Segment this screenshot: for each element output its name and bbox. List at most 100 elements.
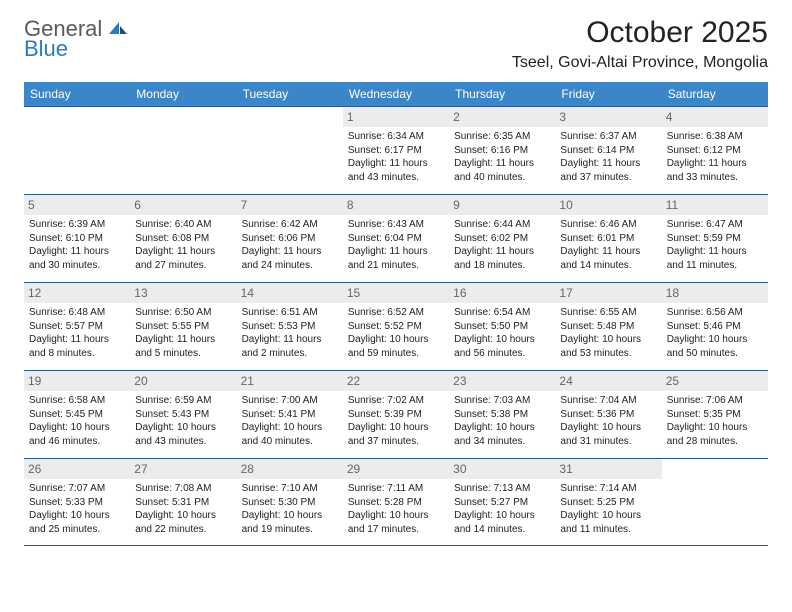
daylight-text: Daylight: 10 hours — [242, 421, 338, 435]
day-cell: 21Sunrise: 7:00 AMSunset: 5:41 PMDayligh… — [237, 370, 343, 458]
daylight-text: and 14 minutes. — [454, 523, 550, 537]
daylight-text: Daylight: 10 hours — [560, 509, 656, 523]
daylight-text: and 33 minutes. — [667, 171, 763, 185]
sunrise-text: Sunrise: 6:50 AM — [135, 306, 231, 320]
empty-cell — [662, 458, 768, 546]
empty-cell — [24, 106, 130, 194]
daylight-text: Daylight: 10 hours — [454, 421, 550, 435]
day-cell: 15Sunrise: 6:52 AMSunset: 5:52 PMDayligh… — [343, 282, 449, 370]
sunrise-text: Sunrise: 7:10 AM — [242, 482, 338, 496]
sunset-text: Sunset: 5:59 PM — [667, 232, 763, 246]
logo: General Blue — [24, 16, 129, 62]
sunrise-text: Sunrise: 7:14 AM — [560, 482, 656, 496]
calendar-page: General Blue October 2025 Tseel, Govi-Al… — [0, 0, 792, 556]
sunrise-text: Sunrise: 6:46 AM — [560, 218, 656, 232]
sunset-text: Sunset: 5:53 PM — [242, 320, 338, 334]
daylight-text: Daylight: 10 hours — [348, 509, 444, 523]
day-cell: 12Sunrise: 6:48 AMSunset: 5:57 PMDayligh… — [24, 282, 130, 370]
daylight-text: Daylight: 10 hours — [348, 421, 444, 435]
sunset-text: Sunset: 5:28 PM — [348, 496, 444, 510]
sunset-text: Sunset: 6:17 PM — [348, 144, 444, 158]
sunrise-text: Sunrise: 6:42 AM — [242, 218, 338, 232]
weekday-thursday: Thursday — [449, 82, 555, 106]
daylight-text: and 34 minutes. — [454, 435, 550, 449]
sunrise-text: Sunrise: 6:37 AM — [560, 130, 656, 144]
calendar: SundayMondayTuesdayWednesdayThursdayFrid… — [24, 82, 768, 546]
daylight-text: and 11 minutes. — [667, 259, 763, 273]
sunset-text: Sunset: 5:50 PM — [454, 320, 550, 334]
day-number: 27 — [130, 459, 236, 479]
daylight-text: Daylight: 10 hours — [667, 421, 763, 435]
sunrise-text: Sunrise: 6:40 AM — [135, 218, 231, 232]
daylight-text: and 43 minutes. — [135, 435, 231, 449]
daylight-text: and 53 minutes. — [560, 347, 656, 361]
sunrise-text: Sunrise: 6:55 AM — [560, 306, 656, 320]
daylight-text: Daylight: 11 hours — [560, 157, 656, 171]
daylight-text: Daylight: 11 hours — [667, 157, 763, 171]
daylight-text: and 59 minutes. — [348, 347, 444, 361]
daylight-text: Daylight: 11 hours — [667, 245, 763, 259]
daylight-text: Daylight: 11 hours — [242, 245, 338, 259]
daylight-text: Daylight: 11 hours — [348, 157, 444, 171]
day-number: 1 — [343, 107, 449, 127]
day-cell: 16Sunrise: 6:54 AMSunset: 5:50 PMDayligh… — [449, 282, 555, 370]
sunrise-text: Sunrise: 6:44 AM — [454, 218, 550, 232]
day-number: 14 — [237, 283, 343, 303]
daylight-text: Daylight: 11 hours — [135, 245, 231, 259]
daylight-text: and 37 minutes. — [348, 435, 444, 449]
sunset-text: Sunset: 6:12 PM — [667, 144, 763, 158]
logo-sail-icon — [109, 23, 129, 40]
sunrise-text: Sunrise: 7:08 AM — [135, 482, 231, 496]
sunset-text: Sunset: 6:08 PM — [135, 232, 231, 246]
weekday-sunday: Sunday — [24, 82, 130, 106]
week-row: 26Sunrise: 7:07 AMSunset: 5:33 PMDayligh… — [24, 458, 768, 546]
sunset-text: Sunset: 6:04 PM — [348, 232, 444, 246]
logo-text-blue: Blue — [24, 36, 68, 61]
day-cell: 20Sunrise: 6:59 AMSunset: 5:43 PMDayligh… — [130, 370, 236, 458]
weekday-monday: Monday — [130, 82, 236, 106]
sunset-text: Sunset: 5:45 PM — [29, 408, 125, 422]
empty-cell — [130, 106, 236, 194]
daylight-text: and 14 minutes. — [560, 259, 656, 273]
sunset-text: Sunset: 5:25 PM — [560, 496, 656, 510]
day-cell: 6Sunrise: 6:40 AMSunset: 6:08 PMDaylight… — [130, 194, 236, 282]
weekday-wednesday: Wednesday — [343, 82, 449, 106]
day-cell: 31 Sunrise: 7:14 AMSunset: 5:25 PMDayligh… — [555, 458, 661, 546]
daylight-text: Daylight: 10 hours — [135, 421, 231, 435]
sunset-text: Sunset: 6:10 PM — [29, 232, 125, 246]
header: General Blue October 2025 Tseel, Govi-Al… — [24, 16, 768, 72]
day-number: 3 — [555, 107, 661, 127]
daylight-text: and 5 minutes. — [135, 347, 231, 361]
day-cell: 27Sunrise: 7:08 AMSunset: 5:31 PMDayligh… — [130, 458, 236, 546]
day-number: 26 — [24, 459, 130, 479]
sunset-text: Sunset: 5:41 PM — [242, 408, 338, 422]
daylight-text: and 27 minutes. — [135, 259, 231, 273]
day-cell: 10Sunrise: 6:46 AMSunset: 6:01 PMDayligh… — [555, 194, 661, 282]
day-number: 31 — [555, 459, 661, 479]
day-number: 2 — [449, 107, 555, 127]
daylight-text: and 50 minutes. — [667, 347, 763, 361]
sunset-text: Sunset: 5:55 PM — [135, 320, 231, 334]
day-number: 29 — [343, 459, 449, 479]
sunset-text: Sunset: 6:02 PM — [454, 232, 550, 246]
day-number: 25 — [662, 371, 768, 391]
sunset-text: Sunset: 5:30 PM — [242, 496, 338, 510]
daylight-text: and 11 minutes. — [560, 523, 656, 537]
day-cell: 14Sunrise: 6:51 AMSunset: 5:53 PMDayligh… — [237, 282, 343, 370]
day-cell: 18Sunrise: 6:56 AMSunset: 5:46 PMDayligh… — [662, 282, 768, 370]
sunrise-text: Sunrise: 7:13 AM — [454, 482, 550, 496]
daylight-text: and 25 minutes. — [29, 523, 125, 537]
sunrise-text: Sunrise: 6:39 AM — [29, 218, 125, 232]
daylight-text: Daylight: 10 hours — [454, 333, 550, 347]
calendar-rows: 1Sunrise: 6:34 AMSunset: 6:17 PMDaylight… — [24, 106, 768, 546]
week-row: 19Sunrise: 6:58 AMSunset: 5:45 PMDayligh… — [24, 370, 768, 458]
daylight-text: Daylight: 11 hours — [29, 333, 125, 347]
daylight-text: Daylight: 11 hours — [242, 333, 338, 347]
day-cell: 28Sunrise: 7:10 AMSunset: 5:30 PMDayligh… — [237, 458, 343, 546]
daylight-text: and 30 minutes. — [29, 259, 125, 273]
week-row: 5Sunrise: 6:39 AMSunset: 6:10 PMDaylight… — [24, 194, 768, 282]
daylight-text: and 37 minutes. — [560, 171, 656, 185]
daylight-text: and 43 minutes. — [348, 171, 444, 185]
empty-cell — [237, 106, 343, 194]
day-cell: 13Sunrise: 6:50 AMSunset: 5:55 PMDayligh… — [130, 282, 236, 370]
